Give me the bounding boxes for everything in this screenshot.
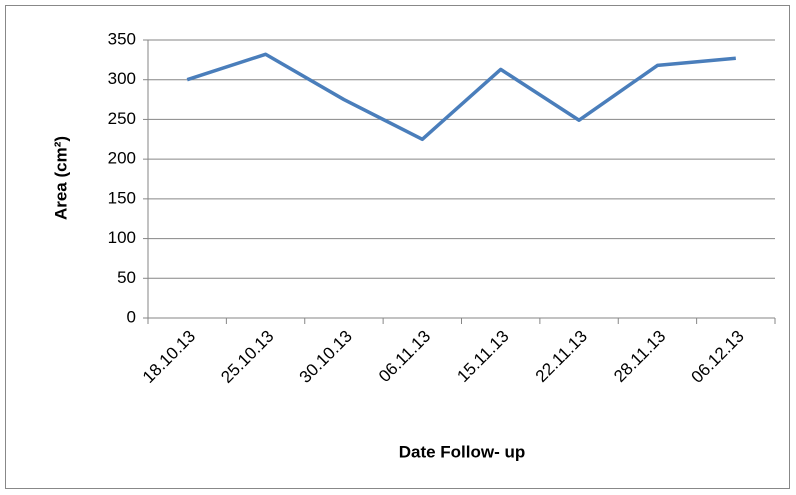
x-axis-title: Date Follow- up xyxy=(399,442,526,461)
y-axis-title: Area (cm²) xyxy=(51,136,70,220)
y-tick-label: 350 xyxy=(108,29,136,48)
y-tick-label: 300 xyxy=(108,69,136,88)
chart-border xyxy=(5,5,790,489)
line-series xyxy=(186,52,736,142)
y-tick-label: 100 xyxy=(108,228,136,247)
y-tick-label: 150 xyxy=(108,188,136,207)
y-tick-label: 250 xyxy=(108,109,136,128)
y-tick-label: 200 xyxy=(108,149,136,168)
y-tick-label: 0 xyxy=(127,307,136,326)
y-tick-label: 50 xyxy=(117,268,136,287)
